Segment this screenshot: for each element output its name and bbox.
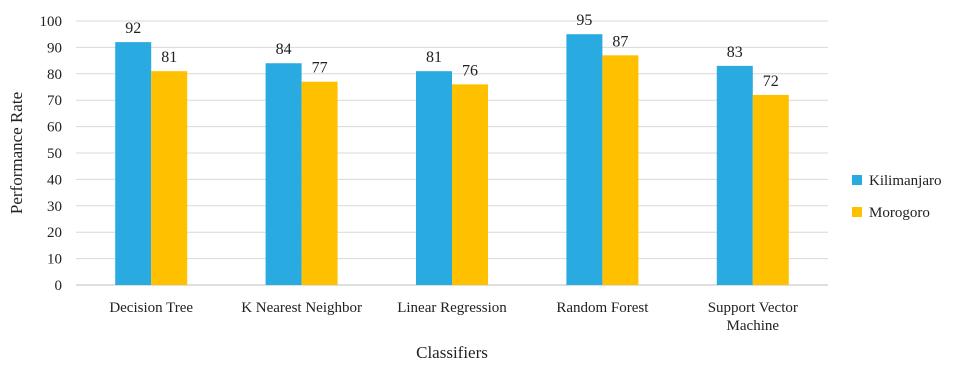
- bar-kilimanjaro: [115, 42, 152, 286]
- legend-label: Kilimanjaro: [869, 173, 941, 189]
- x-tick-label: Support Vector Machine: [708, 300, 798, 334]
- y-tick-label: 100: [40, 14, 63, 30]
- y-tick-label: 80: [47, 67, 62, 83]
- y-tick-label: 50: [47, 146, 62, 162]
- bar-morogoro: [151, 71, 188, 285]
- y-axis-ticks: 0 10 20 30 40 50 60 70 80 90 100: [40, 14, 63, 294]
- y-tick-label: 20: [47, 225, 62, 241]
- y-tick-label: 40: [47, 172, 62, 188]
- data-label: 76: [462, 62, 478, 79]
- x-tick-label: Linear Regression: [397, 300, 507, 316]
- data-label: 83: [727, 44, 743, 61]
- x-tick-label: Decision Tree: [109, 300, 193, 316]
- data-label: 81: [426, 49, 442, 66]
- bar-morogoro: [301, 81, 338, 285]
- data-label: 81: [161, 49, 177, 66]
- y-tick-label: 60: [47, 120, 62, 136]
- y-tick-label: 30: [47, 199, 62, 215]
- data-label: 87: [612, 33, 628, 50]
- legend-swatch-morogoro: [852, 207, 862, 217]
- y-tick-label: 70: [47, 93, 62, 109]
- data-label: 92: [125, 20, 141, 37]
- bars: [115, 34, 789, 286]
- legend: Kilimanjaro Morogoro: [852, 173, 941, 221]
- bar-morogoro: [452, 84, 488, 285]
- bar-morogoro: [602, 55, 639, 285]
- bar-kilimanjaro: [416, 71, 452, 285]
- bar-kilimanjaro: [716, 65, 753, 285]
- data-label: 84: [276, 41, 292, 58]
- x-axis-categories: Decision Tree K Nearest Neighbor Linear Re…: [109, 300, 798, 334]
- y-tick-label: 10: [47, 252, 62, 268]
- data-labels: 92 81 84 77 81 76 95 87 83 72: [125, 12, 779, 90]
- bar-kilimanjaro: [566, 34, 603, 286]
- y-axis-title: Performance Rate: [7, 92, 26, 214]
- bar-morogoro: [752, 94, 789, 285]
- bar-kilimanjaro: [265, 63, 302, 285]
- legend-swatch-kilimanjaro: [852, 175, 862, 185]
- data-label: 77: [312, 60, 328, 77]
- legend-label: Morogoro: [869, 205, 930, 221]
- data-label: 95: [576, 12, 592, 29]
- data-label: 72: [763, 73, 779, 90]
- x-tick-label: Random Forest: [556, 300, 649, 316]
- y-tick-label: 90: [47, 40, 62, 56]
- x-axis-title: Classifiers: [416, 343, 488, 362]
- x-tick-label: K Nearest Neighbor: [241, 300, 362, 316]
- y-tick-label: 0: [55, 278, 63, 294]
